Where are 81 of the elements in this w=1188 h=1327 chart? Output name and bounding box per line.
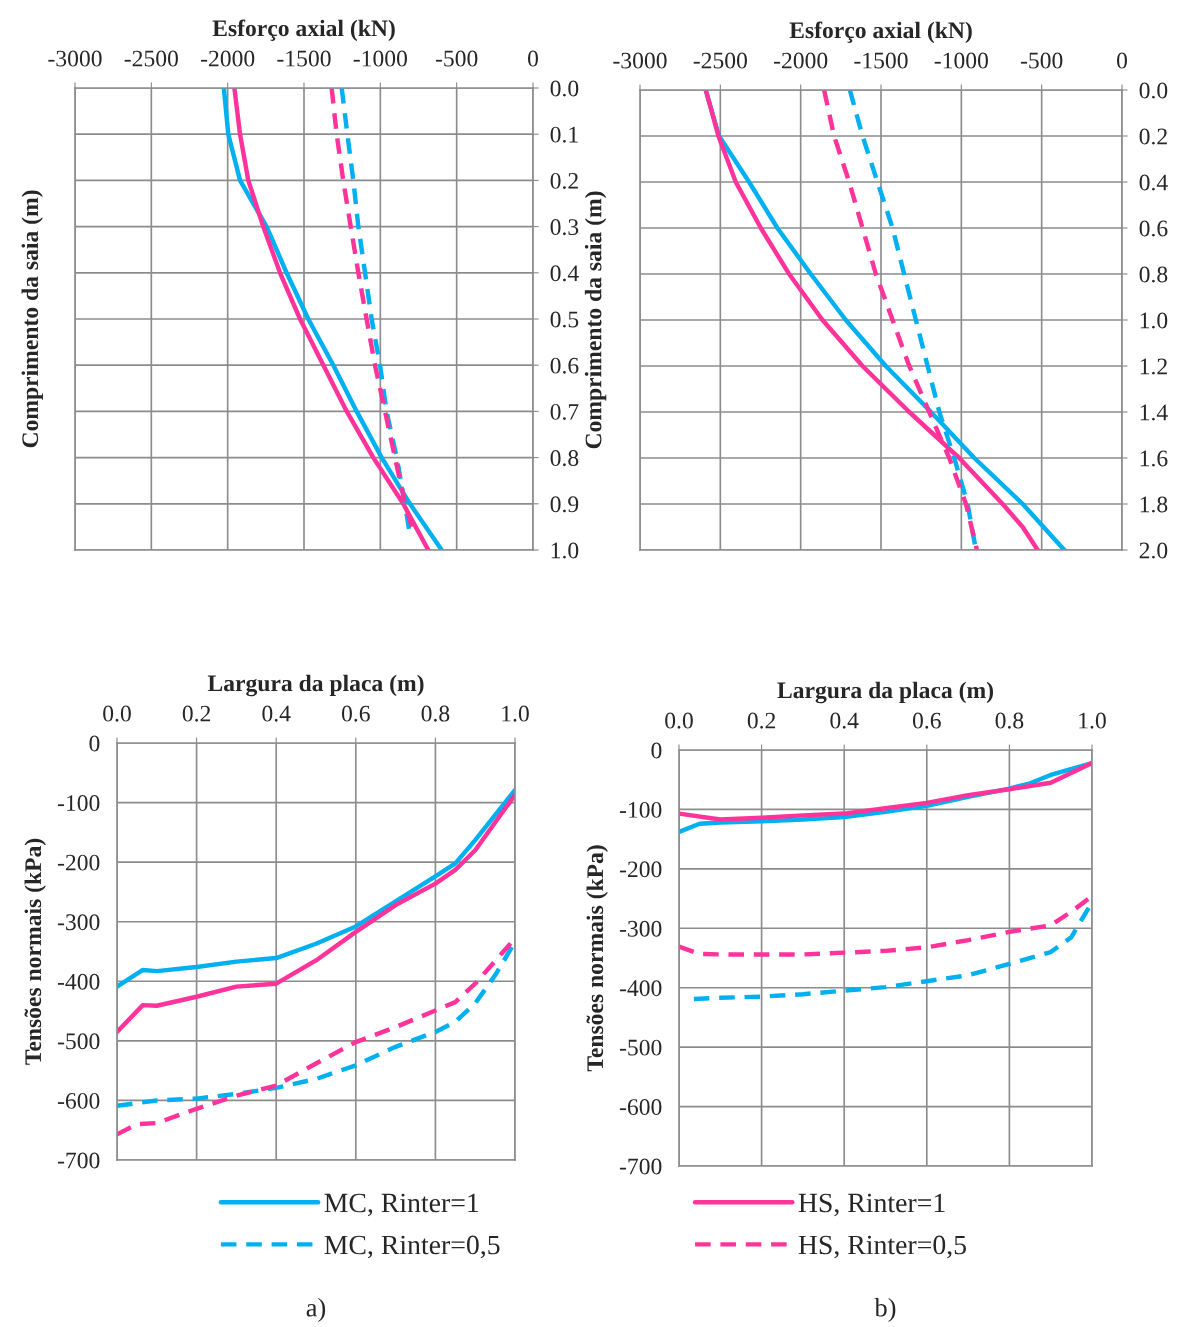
x-tick-label: 0.8 — [995, 712, 1024, 729]
x-tick-label: -1000 — [353, 50, 407, 67]
legend-label: HS, Rinter=1 — [798, 1193, 945, 1217]
y-tick-label: 0.4 — [550, 265, 579, 282]
x-tick-label: -2000 — [774, 52, 828, 69]
text: a) — [306, 1298, 326, 1322]
y-tick-label: 1.4 — [1140, 404, 1168, 421]
y-tick-label: -500 — [57, 1033, 100, 1050]
y-tick-label: 0.2 — [1139, 128, 1167, 145]
x-tick-label: 0 — [528, 50, 538, 67]
y-tick-label: 0 — [651, 742, 662, 759]
x-tick-label: -500 — [1020, 52, 1063, 69]
y-tick-label: -700 — [619, 1158, 662, 1175]
y-axis-title: Comprimento da saia (m) — [21, 190, 43, 448]
y-tick-label: 0.3 — [550, 219, 579, 236]
y-tick-label: -300 — [57, 914, 100, 931]
y-tick-label: 0.4 — [1139, 174, 1168, 191]
y-tick-label: 1.8 — [1140, 496, 1168, 513]
x-tick-label: 1.0 — [1079, 712, 1106, 729]
x-tick-label: -3000 — [48, 50, 102, 67]
x-tick-label: 0 — [1117, 52, 1127, 69]
y-tick-label: 2.0 — [1139, 542, 1168, 559]
x-tick-label: 0.4 — [262, 705, 291, 722]
x-tick-label: -3000 — [613, 52, 667, 69]
x-tick-label: 1.0 — [502, 705, 529, 722]
y-tick-label: 0.0 — [1139, 82, 1168, 99]
x-axis-title: Largura da placa (m) — [207, 674, 424, 697]
y-tick-label: -200 — [619, 861, 662, 878]
x-tick-label: -2500 — [693, 52, 747, 69]
y-tick-label: 0.7 — [550, 403, 579, 420]
y-axis-title: Tensões normais (kPa) — [24, 838, 46, 1065]
y-tick-label: 1.2 — [1140, 358, 1167, 375]
legend-label: MC, Rinter=0,5 — [324, 1235, 500, 1259]
y-axis-title: Tensões normais (kPa) — [586, 845, 608, 1072]
text: b) — [874, 1298, 896, 1322]
y-tick-label: -600 — [619, 1099, 662, 1115]
x-tick-label: 0.6 — [912, 712, 941, 729]
y-tick-label: 0.8 — [550, 450, 579, 467]
y-tick-label: 0.5 — [550, 311, 579, 328]
line-series — [679, 760, 1092, 822]
x-tick-label: 0.2 — [182, 705, 211, 722]
y-tick-label: 0.6 — [1139, 220, 1168, 237]
x-tick-label: -500 — [435, 50, 478, 67]
line-series — [117, 787, 515, 989]
x-tick-label: 0.0 — [665, 712, 693, 729]
y-tick-label: -400 — [57, 973, 100, 990]
y-tick-label: -100 — [57, 795, 100, 811]
y-tick-label: 0.6 — [550, 357, 579, 374]
y-axis-title: Comprimento da saia (m) — [584, 191, 607, 449]
x-tick-label: -1000 — [934, 52, 988, 69]
x-tick-label: 0.0 — [103, 705, 131, 722]
y-tick-label: 1.0 — [551, 542, 579, 559]
y-tick-label: -600 — [57, 1092, 100, 1109]
y-tick-label: 0.1 — [550, 126, 578, 143]
y-tick-label: -100 — [619, 801, 662, 818]
y-tick-label: 1.6 — [1140, 450, 1168, 467]
x-tick-label: 0.8 — [421, 705, 450, 722]
x-tick-label: -2500 — [124, 50, 178, 67]
x-tick-label: 0.2 — [747, 712, 776, 729]
y-tick-label: 0.0 — [550, 80, 579, 97]
x-axis-title: Esforço axial (kN) — [789, 21, 972, 44]
y-tick-label: 0.9 — [550, 496, 579, 513]
y-tick-label: 0.8 — [1139, 266, 1168, 283]
x-tick-label: 0.4 — [830, 712, 859, 729]
x-tick-label: -1500 — [854, 52, 908, 69]
x-tick-label: 0.6 — [341, 705, 370, 722]
x-axis-title: Largura da placa (m) — [777, 681, 993, 704]
x-axis-title: Esforço axial (kN) — [212, 19, 395, 42]
x-tick-label: -1500 — [277, 50, 331, 67]
y-tick-label: 1.0 — [1140, 312, 1168, 329]
y-tick-label: -300 — [619, 920, 662, 937]
legend-label: MC, Rinter=1 — [324, 1193, 479, 1217]
y-tick-label: 0.2 — [550, 172, 578, 189]
line-series — [117, 792, 515, 1035]
y-tick-label: -700 — [57, 1152, 100, 1169]
y-tick-label: -200 — [57, 854, 100, 871]
y-tick-label: 0 — [89, 735, 100, 752]
y-tick-label: -400 — [619, 980, 662, 997]
x-tick-label: -2000 — [201, 50, 255, 67]
y-tick-label: -500 — [619, 1039, 662, 1056]
legend-label: HS, Rinter=0,5 — [798, 1235, 966, 1259]
